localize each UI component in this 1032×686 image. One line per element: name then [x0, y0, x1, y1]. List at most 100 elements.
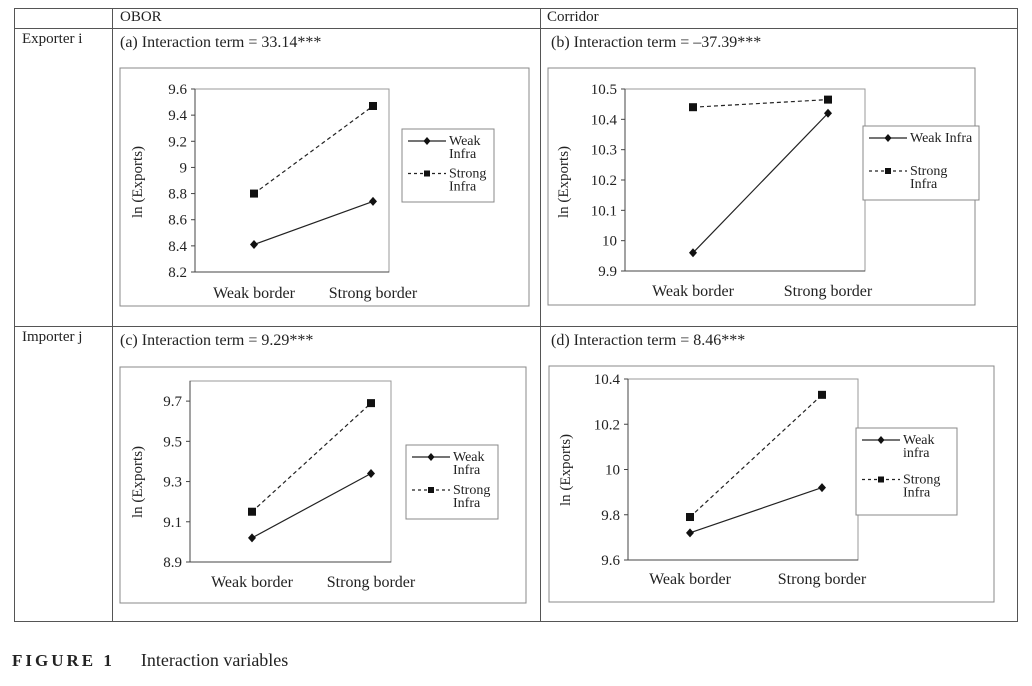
- y-tick-label: 10.1: [591, 203, 617, 219]
- series-line-strong: [689, 394, 823, 518]
- y-axis-label: ln (Exports): [130, 146, 146, 218]
- legend-label: infra: [903, 446, 930, 461]
- data-point-diamond: [250, 240, 258, 250]
- chart-frame: [119, 366, 527, 604]
- column-header-corridor: Corridor: [547, 9, 599, 25]
- data-point-square: [250, 189, 258, 198]
- series-line-strong: [692, 99, 829, 108]
- chart-panel-a: (a) Interaction term = 33.14*** 8.2 8.4 8.6…: [119, 34, 530, 307]
- y-tick-label: 9: [180, 160, 188, 176]
- legend-label: Infra: [453, 463, 481, 478]
- y-tick-label: 9.5: [163, 434, 182, 450]
- table-border-bottom: [14, 621, 1018, 622]
- data-point-square: [824, 95, 832, 104]
- legend-label: Infra: [449, 180, 477, 195]
- data-point-diamond: [686, 528, 694, 538]
- x-tick-label: Weak border: [213, 285, 295, 302]
- table-row-rule: [14, 326, 1018, 327]
- legend-marker-diamond: [884, 134, 892, 142]
- chart-panel-d: (d) Interaction term = 8.46*** 9.6 9.8 10 10…: [548, 332, 995, 603]
- y-tick-label: 10.2: [594, 417, 620, 433]
- y-tick-label: 10.5: [591, 82, 617, 98]
- chart-frame: [548, 365, 995, 603]
- chart-frame: [119, 67, 530, 307]
- legend-label: Strong: [910, 164, 947, 179]
- data-point-diamond: [248, 533, 256, 543]
- figure-caption-text: Interaction variables: [140, 650, 289, 670]
- legend-label: Infra: [903, 486, 931, 501]
- y-tick-label: 9.9: [598, 264, 617, 280]
- x-tick-label: Weak border: [211, 574, 293, 591]
- legend-label: Strong: [449, 167, 486, 182]
- y-tick-label: 10: [605, 463, 620, 479]
- table-border-left: [14, 8, 15, 622]
- y-tick-label: 10.2: [591, 173, 617, 189]
- panel-title: (b) Interaction term = –37.39***: [551, 34, 761, 51]
- x-tick-label: Strong border: [778, 571, 867, 588]
- y-axis-label: ln (Exports): [558, 434, 574, 506]
- y-tick-label: 10: [602, 234, 617, 250]
- y-tick-label: 9.2: [168, 134, 187, 150]
- data-point-square: [686, 513, 694, 522]
- column-header-obor: OBOR: [120, 9, 162, 25]
- legend-label: Weak: [453, 450, 485, 465]
- y-tick-label: 8.6: [168, 213, 187, 229]
- table-col-rule-1: [112, 8, 113, 622]
- legend-label: Weak: [903, 433, 935, 448]
- figure-label: FIGURE 1: [12, 651, 115, 670]
- legend-marker-square: [878, 476, 884, 483]
- y-tick-label: 9.1: [163, 515, 182, 531]
- legend-label: Infra: [910, 177, 938, 192]
- data-point-square: [367, 399, 375, 408]
- series-line-weak: [692, 112, 829, 254]
- x-tick-label: Strong border: [784, 283, 873, 300]
- data-point-diamond: [369, 196, 377, 206]
- y-tick-label: 10.4: [594, 372, 621, 388]
- series-line-strong: [253, 105, 374, 195]
- row-header-exporter: Exporter i: [22, 31, 83, 47]
- legend-marker-square: [428, 487, 434, 493]
- legend-label: Infra: [449, 147, 477, 162]
- chart-panel-c: (c) Interaction term = 9.29*** 8.9 9.1 9.3 9…: [119, 332, 527, 604]
- y-tick-label: 8.4: [168, 239, 187, 255]
- data-point-square: [369, 101, 377, 110]
- x-tick-label: Strong border: [329, 285, 418, 302]
- x-tick-label: Strong border: [327, 574, 416, 591]
- y-tick-label: 9.6: [168, 82, 187, 98]
- x-tick-label: Weak border: [652, 283, 734, 300]
- table-border-top: [14, 8, 1018, 9]
- series-line-weak: [253, 200, 374, 246]
- table-border-right: [1017, 8, 1018, 622]
- panel-title: (c) Interaction term = 9.29***: [120, 332, 313, 349]
- y-axis-label: ln (Exports): [130, 446, 146, 518]
- panel-title: (a) Interaction term = 33.14***: [120, 34, 321, 51]
- x-tick-label: Weak border: [649, 571, 731, 588]
- data-point-diamond: [818, 483, 826, 493]
- series-line-strong: [251, 402, 372, 513]
- y-tick-label: 9.8: [601, 508, 620, 524]
- legend-marker-diamond: [427, 453, 435, 461]
- legend-label: Weak Infra: [910, 131, 973, 146]
- legend-marker-square: [424, 170, 430, 177]
- y-axis-label: ln (Exports): [556, 146, 572, 218]
- data-point-diamond: [824, 108, 832, 118]
- series-line-weak: [251, 472, 372, 539]
- legend-label: Infra: [453, 496, 481, 511]
- y-tick-label: 10.4: [591, 112, 618, 128]
- y-tick-label: 9.7: [163, 394, 182, 410]
- data-point-square: [818, 390, 826, 399]
- data-point-diamond: [689, 248, 697, 258]
- y-tick-label: 8.2: [168, 265, 187, 281]
- legend-marker-diamond: [423, 137, 431, 145]
- legend-label: Strong: [453, 483, 490, 498]
- data-point-square: [248, 507, 256, 516]
- plot-area: [627, 378, 859, 561]
- table-col-rule-2: [540, 8, 541, 622]
- y-tick-label: 9.3: [163, 475, 182, 491]
- data-point-diamond: [367, 469, 375, 479]
- table-header-rule: [14, 28, 1018, 29]
- series-line-weak: [689, 487, 823, 534]
- y-tick-label: 8.9: [163, 555, 182, 571]
